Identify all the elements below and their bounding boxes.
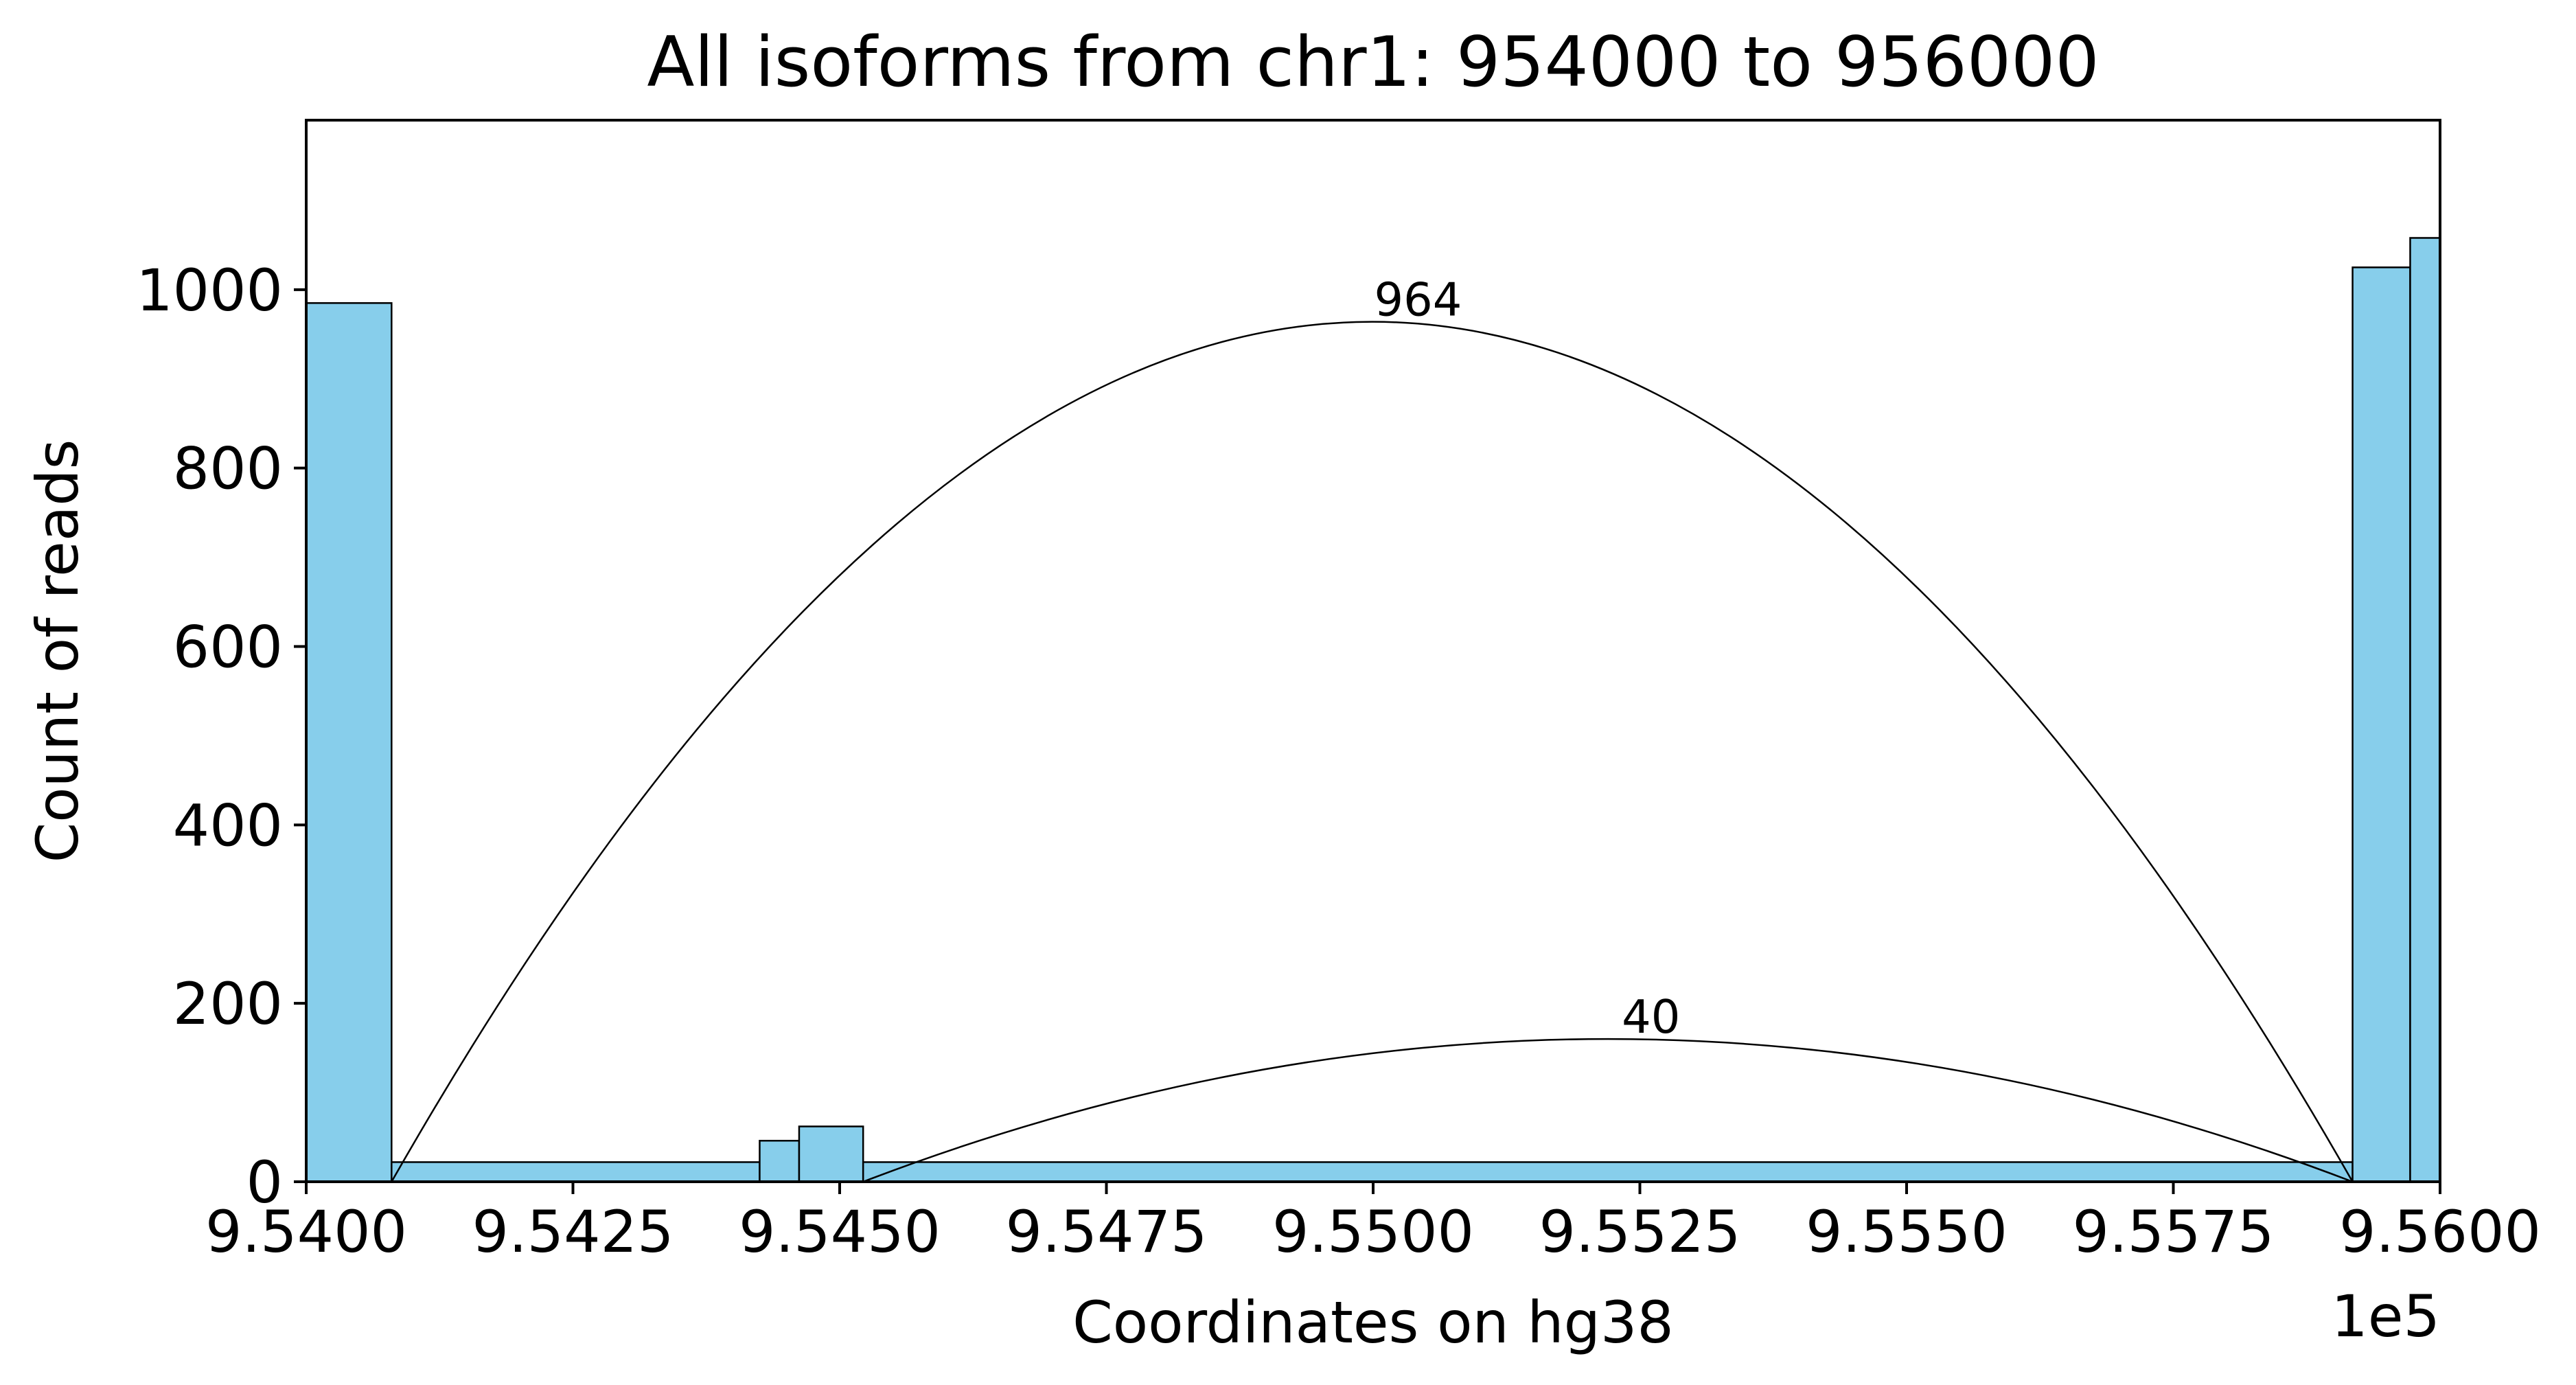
x-tick-label-3: 9.5475 <box>1006 1198 1208 1266</box>
x-tick-label-0: 9.5400 <box>205 1198 407 1266</box>
coverage-bar-6 <box>2409 237 2441 1183</box>
junction-arcs: 964 40 <box>391 273 2354 1183</box>
junction-arc-0 <box>391 321 2354 1182</box>
coverage-bar-5 <box>2351 266 2411 1183</box>
x-tick-label-8: 9.5600 <box>2339 1198 2541 1266</box>
x-tick-label-7: 9.5575 <box>2073 1198 2275 1266</box>
coverage-bar-2 <box>759 1139 801 1183</box>
y-axis-label: Count of reads <box>24 439 91 863</box>
y-axis-ticks: 0 200 400 600 800 1000 <box>136 257 306 1216</box>
y-tick-label-5: 1000 <box>136 257 283 324</box>
x-axis-ticks: 9.5400 9.5425 9.5450 9.5475 9.5500 9.5525 9.55… <box>205 1182 2541 1266</box>
coverage-bar-0 <box>305 302 393 1183</box>
junction-count-label-1: 40 <box>1622 990 1680 1044</box>
x-tick-label-6: 9.5550 <box>1806 1198 2008 1266</box>
y-tick-label-1: 200 <box>173 970 283 1038</box>
x-tick-label-5: 9.5525 <box>1539 1198 1741 1266</box>
y-tick-label-0: 0 <box>246 1149 283 1216</box>
y-tick-label-3: 600 <box>173 614 283 681</box>
x-axis-offset-label: 1e5 <box>2331 1283 2440 1350</box>
coverage-bar-1 <box>391 1161 761 1183</box>
y-tick-label-2: 400 <box>173 792 283 859</box>
x-tick-label-4: 9.5500 <box>1272 1198 1474 1266</box>
junction-count-label-0: 964 <box>1375 273 1462 327</box>
coverage-bars <box>305 237 2441 1183</box>
x-axis-label: Coordinates on hg38 <box>1072 1289 1674 1356</box>
x-tick-label-1: 9.5425 <box>472 1198 674 1266</box>
coverage-bar-3 <box>798 1125 864 1183</box>
chart-title: All isoforms from chr1: 954000 to 956000 <box>647 21 2099 102</box>
y-tick-label-4: 800 <box>173 435 283 503</box>
junction-arc-1 <box>862 1038 2354 1183</box>
x-tick-label-2: 9.5450 <box>739 1198 941 1266</box>
coverage-bar-4 <box>862 1161 2354 1183</box>
